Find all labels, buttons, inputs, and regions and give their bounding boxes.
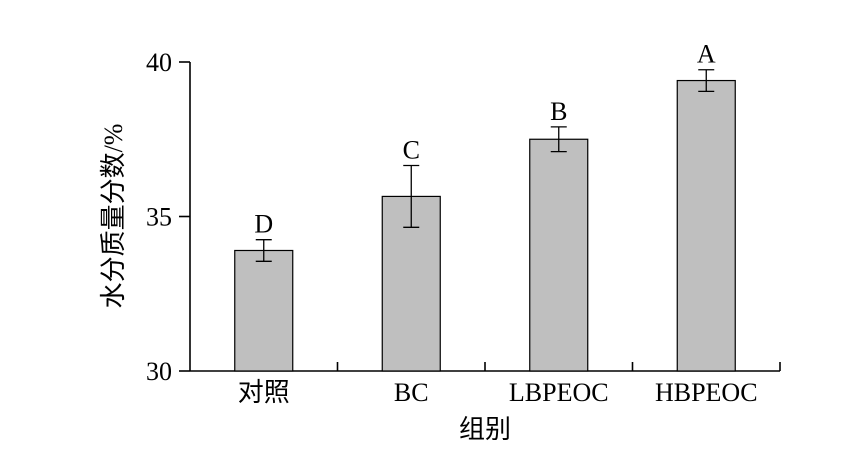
x-axis-title: 组别 [459, 415, 511, 444]
significance-labels: D C B A [254, 40, 716, 239]
significance-label: A [697, 40, 716, 69]
y-tick-label: 30 [146, 357, 172, 386]
y-tick-label: 40 [146, 48, 172, 77]
y-tick-label: 35 [146, 203, 172, 232]
x-tick-label: HBPEOC [655, 378, 758, 407]
significance-label: B [550, 97, 567, 126]
bars [234, 79, 736, 372]
x-tick-label: 对照 [238, 378, 290, 407]
bar-1 [234, 249, 294, 372]
y-axis-title: 水分质量分数/% [99, 124, 128, 309]
x-tick-label: BC [394, 378, 429, 407]
significance-label: D [254, 210, 273, 239]
x-tick-labels: 对照 BC LBPEOC HBPEOC [238, 378, 758, 407]
x-tick-label: LBPEOC [509, 378, 609, 407]
bar-3 [529, 138, 589, 372]
x-ticks [336, 362, 781, 371]
bar-4 [676, 79, 736, 372]
error-bars [255, 69, 715, 262]
significance-label: C [403, 136, 420, 165]
y-ticks: 30 35 40 [146, 48, 190, 386]
